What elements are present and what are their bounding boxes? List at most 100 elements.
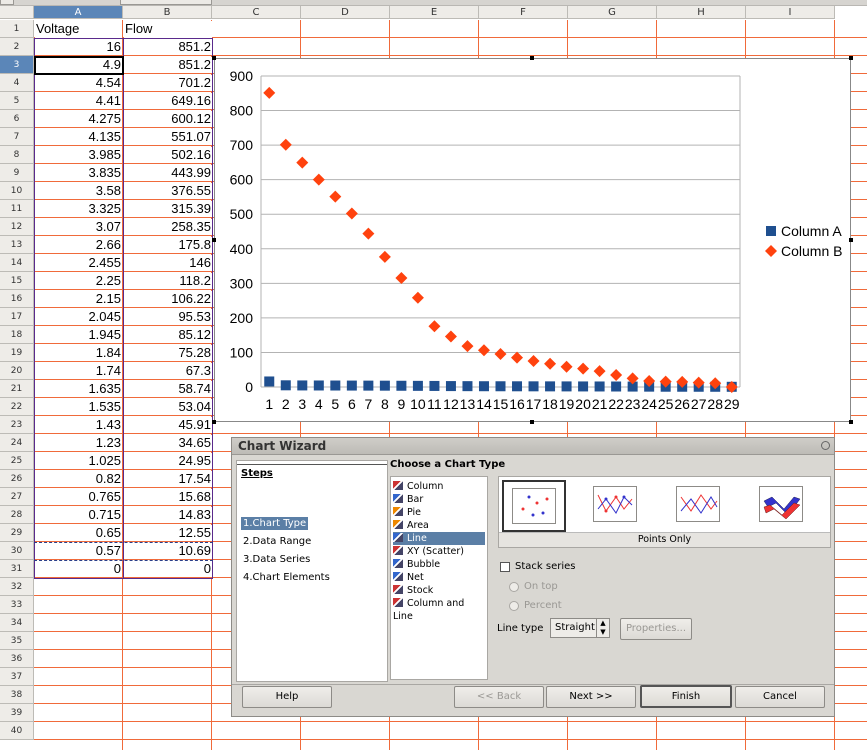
cell-b20[interactable]: 67.3	[185, 363, 211, 378]
cell-b11[interactable]: 315.39	[171, 201, 211, 216]
chart-type-net[interactable]: Net	[393, 571, 485, 584]
chart-handle-bm[interactable]	[530, 420, 534, 424]
cell-a24[interactable]: 1.23	[95, 435, 121, 450]
variant-3d-lines[interactable]	[751, 480, 815, 532]
stack-series-label[interactable]: Stack series	[515, 561, 576, 572]
variant-points-only[interactable]	[502, 480, 566, 532]
cell-b30[interactable]: 10.69	[178, 543, 211, 558]
cell-b8[interactable]: 502.16	[171, 147, 211, 162]
row-header-25[interactable]: 25	[0, 452, 34, 470]
chart-type-bubble[interactable]: Bubble	[393, 558, 485, 571]
cell-b7[interactable]: 551.07	[171, 129, 211, 144]
row-header-34[interactable]: 34	[0, 614, 34, 632]
back-button[interactable]: << Back	[454, 686, 544, 708]
cell-a7[interactable]: 4.135	[88, 129, 121, 144]
cell-a26[interactable]: 0.82	[95, 471, 121, 486]
chart-handle-tm[interactable]	[530, 56, 534, 60]
row-header-32[interactable]: 32	[0, 578, 34, 596]
spin-arrows-icon[interactable]: ▲ ▼	[596, 619, 609, 637]
step-data-range[interactable]: 2.Data Range	[243, 536, 312, 547]
row-header-2[interactable]: 2	[0, 38, 34, 56]
step-chart-type[interactable]: 1.Chart Type	[241, 517, 309, 530]
cell-b19[interactable]: 75.28	[178, 345, 211, 360]
column-header-c[interactable]: C	[212, 6, 301, 19]
cell-b2[interactable]: 851.2	[178, 39, 211, 54]
cell-b25[interactable]: 24.95	[178, 453, 211, 468]
step-chart-elements[interactable]: 4.Chart Elements	[243, 572, 330, 583]
line-type-select[interactable]: Straight ▲ ▼	[550, 618, 610, 638]
row-header-40[interactable]: 40	[0, 722, 34, 740]
column-header-i[interactable]: I	[746, 6, 835, 19]
cell-b13[interactable]: 175.8	[178, 237, 211, 252]
variant-lines-only[interactable]	[668, 480, 732, 532]
row-header-37[interactable]: 37	[0, 668, 34, 686]
chart-type-column-and-line[interactable]: Column and Line	[393, 597, 485, 622]
cell-b15[interactable]: 118.2	[179, 273, 211, 288]
cell-b21[interactable]: 58.74	[178, 381, 211, 396]
cell-b9[interactable]: 443.99	[171, 165, 211, 180]
cell-a29[interactable]: 0.65	[95, 525, 121, 540]
column-header-b[interactable]: B	[123, 6, 212, 19]
row-header-4[interactable]: 4	[0, 74, 34, 92]
chart-type-stock[interactable]: Stock	[393, 584, 485, 597]
row-header-35[interactable]: 35	[0, 632, 34, 650]
chart-object[interactable]: 0 100 200 300 400 500 600 700 800 900 1 2 3 4 5 6 7 8 9 10 1…	[214, 58, 851, 422]
cell-a18[interactable]: 1.945	[88, 327, 121, 342]
row-header-16[interactable]: 16	[0, 290, 34, 308]
cell-a30[interactable]: 0.57	[95, 543, 121, 558]
header-cell-flow[interactable]: Flow	[125, 21, 153, 36]
cell-b24[interactable]: 34.65	[178, 435, 211, 450]
cell-a20[interactable]: 1.74	[95, 363, 121, 378]
cell-a12[interactable]: 3.07	[95, 219, 121, 234]
cell-a11[interactable]: 3.325	[88, 201, 121, 216]
dialog-title[interactable]: Chart Wizard	[232, 438, 834, 455]
cell-b16[interactable]: 106.22	[171, 291, 211, 306]
cell-b29[interactable]: 12.55	[178, 525, 211, 540]
row-header-17[interactable]: 17	[0, 308, 34, 326]
chart-handle-tr[interactable]	[849, 56, 853, 60]
row-header-38[interactable]: 38	[0, 686, 34, 704]
cell-b27[interactable]: 15.68	[178, 489, 211, 504]
chart-handle-tl[interactable]	[212, 56, 216, 60]
cell-a2[interactable]: 16	[106, 39, 121, 54]
properties-button[interactable]: Properties...	[620, 618, 692, 640]
cell-b14[interactable]: 146	[189, 255, 211, 270]
row-header-20[interactable]: 20	[0, 362, 34, 380]
chart-handle-bl[interactable]	[212, 420, 216, 424]
chart-handle-mr[interactable]	[849, 238, 853, 242]
column-header-f[interactable]: F	[479, 6, 568, 19]
cell-a19[interactable]: 1.84	[95, 345, 121, 360]
cell-a3[interactable]: 4.9	[102, 57, 121, 72]
cell-a25[interactable]: 1.025	[88, 453, 121, 468]
column-header-g[interactable]: G	[568, 6, 657, 19]
row-header-11[interactable]: 11	[0, 200, 34, 218]
row-header-13[interactable]: 13	[0, 236, 34, 254]
column-header-d[interactable]: D	[301, 6, 390, 19]
row-header-26[interactable]: 26	[0, 470, 34, 488]
chart-type-xy-scatter[interactable]: XY (Scatter)	[393, 545, 485, 558]
row-header-12[interactable]: 12	[0, 218, 34, 236]
next-button[interactable]: Next >>	[546, 686, 636, 708]
chart-handle-ml[interactable]	[212, 238, 216, 242]
cell-a31[interactable]: 0	[113, 561, 121, 576]
row-header-3[interactable]: 3	[0, 56, 34, 74]
chart-type-line[interactable]: Line	[393, 532, 485, 545]
row-header-29[interactable]: 29	[0, 524, 34, 542]
cell-b17[interactable]: 95.53	[178, 309, 211, 324]
help-button[interactable]: Help	[242, 686, 332, 708]
column-header-a[interactable]: A	[34, 6, 123, 19]
stack-series-checkbox[interactable]	[500, 562, 510, 572]
cell-a21[interactable]: 1.635	[88, 381, 121, 396]
cell-b6[interactable]: 600.12	[171, 111, 211, 126]
row-header-6[interactable]: 6	[0, 110, 34, 128]
chart-type-area[interactable]: Area	[393, 519, 485, 532]
row-header-15[interactable]: 15	[0, 272, 34, 290]
row-header-21[interactable]: 21	[0, 380, 34, 398]
row-header-39[interactable]: 39	[0, 704, 34, 722]
cell-b12[interactable]: 258.35	[171, 219, 211, 234]
cell-a13[interactable]: 2.66	[95, 237, 121, 252]
cell-a28[interactable]: 0.715	[88, 507, 121, 522]
chart-handle-br[interactable]	[849, 420, 853, 424]
cell-a4[interactable]: 4.54	[95, 75, 121, 90]
